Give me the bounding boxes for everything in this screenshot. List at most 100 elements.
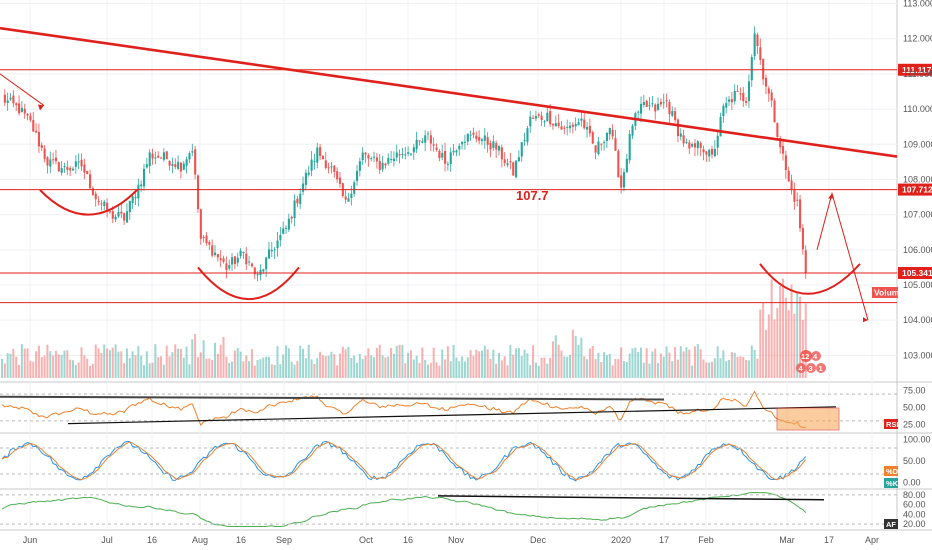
volume-bar (140, 355, 143, 378)
candle-body (770, 92, 773, 101)
candle-body (350, 193, 353, 198)
time-axis-tick: Sep (276, 535, 292, 545)
time-axis-tick: Apr (865, 535, 879, 545)
candle-body (407, 152, 410, 154)
volume-bar (625, 362, 628, 378)
volume-bar (74, 364, 77, 378)
volume-bar (804, 303, 807, 378)
event-badge-label: 3 (809, 364, 813, 373)
af-trendline (437, 495, 825, 501)
candle-body (463, 141, 467, 143)
volume-bar (421, 347, 424, 378)
candle-body (404, 154, 407, 156)
volume-bar (262, 357, 265, 378)
volume-bar (245, 355, 248, 378)
axes: 103.000 104.000 105.000 106.000 107.000 108.0… (23, 0, 932, 545)
arrow-head (38, 104, 44, 111)
candle-body (387, 157, 390, 164)
candle-body (398, 154, 401, 156)
volume-bar (725, 361, 728, 378)
candle-body (49, 159, 52, 167)
volume-bar (46, 344, 49, 378)
candle-body (577, 122, 580, 126)
volume-bar (753, 350, 756, 378)
volume-bar (160, 356, 163, 378)
volume-bar (267, 356, 270, 378)
volume-bar (764, 329, 767, 378)
volume-bar (290, 361, 293, 378)
volume-bar (125, 348, 128, 378)
event-badge (811, 351, 821, 361)
price-tag (898, 267, 932, 280)
volume-bar (123, 363, 126, 378)
volume-bar (108, 350, 111, 378)
candle-body (245, 253, 248, 265)
time-axis-tick: Feb (698, 535, 714, 545)
candle-body (89, 174, 92, 189)
volume-bar (498, 352, 500, 378)
candle-body (747, 81, 751, 102)
candle-body (18, 103, 21, 114)
volume-bar (131, 351, 134, 378)
volume-bar (259, 359, 262, 378)
candle-body (225, 263, 228, 270)
volume-bar (120, 351, 123, 378)
stoch-axis-tick: 0.00 (903, 478, 921, 488)
volume-bar (696, 344, 699, 378)
volume-bar (287, 348, 290, 378)
candle-body (324, 160, 327, 168)
candle-body (554, 123, 557, 127)
candle-body (304, 172, 307, 185)
volume-bar (344, 349, 347, 378)
candle-body (671, 111, 674, 116)
candle-body (248, 261, 251, 263)
candle-body (330, 166, 333, 168)
volume-bar (407, 352, 410, 378)
volume-bar (279, 364, 282, 378)
candle-body (557, 122, 560, 126)
volume-bar (659, 353, 662, 378)
candle-body (424, 135, 427, 143)
volume-bar (316, 358, 319, 378)
volume-bar (174, 344, 177, 378)
candle-body (427, 133, 430, 135)
candle-body (801, 228, 804, 250)
volume-bar (461, 356, 464, 378)
candle-body (628, 134, 631, 161)
volume-bar (256, 360, 259, 378)
event-badge-label: 4 (799, 364, 804, 373)
volume-bar (665, 346, 668, 378)
candle-body (202, 237, 205, 239)
candle-body (52, 159, 55, 161)
candle-body (543, 121, 546, 123)
candle-body (63, 166, 66, 168)
volume-bar (1, 358, 3, 378)
candle-body (236, 257, 239, 263)
volume-bar (736, 356, 739, 378)
candle-body (270, 249, 273, 252)
candle-body (384, 163, 387, 166)
candle-body (378, 160, 381, 170)
candle-body (665, 100, 668, 102)
volume-bar (799, 296, 802, 378)
candle-body (143, 168, 146, 187)
volume-bar (304, 358, 307, 378)
candle-body (489, 143, 492, 150)
candle-body (285, 227, 288, 229)
volume-bar (782, 278, 784, 378)
volume-bar (790, 284, 793, 378)
volume-bar (9, 353, 12, 378)
candle-body (736, 91, 739, 93)
stoch-axis-tick: 50.00 (903, 456, 926, 466)
candle-body (733, 90, 736, 102)
volume-bar (662, 356, 665, 378)
candle-body (214, 252, 217, 256)
candle-body (472, 132, 475, 135)
volume-bar (72, 360, 74, 378)
candle-body (569, 125, 572, 129)
volume-bar (435, 362, 438, 378)
candle-body (688, 142, 691, 149)
volume-bar (18, 365, 21, 378)
candle-body (603, 142, 606, 144)
